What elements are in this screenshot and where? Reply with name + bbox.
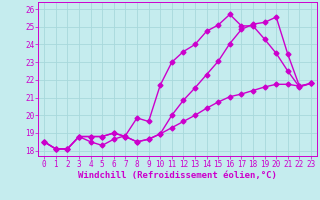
X-axis label: Windchill (Refroidissement éolien,°C): Windchill (Refroidissement éolien,°C) — [78, 171, 277, 180]
